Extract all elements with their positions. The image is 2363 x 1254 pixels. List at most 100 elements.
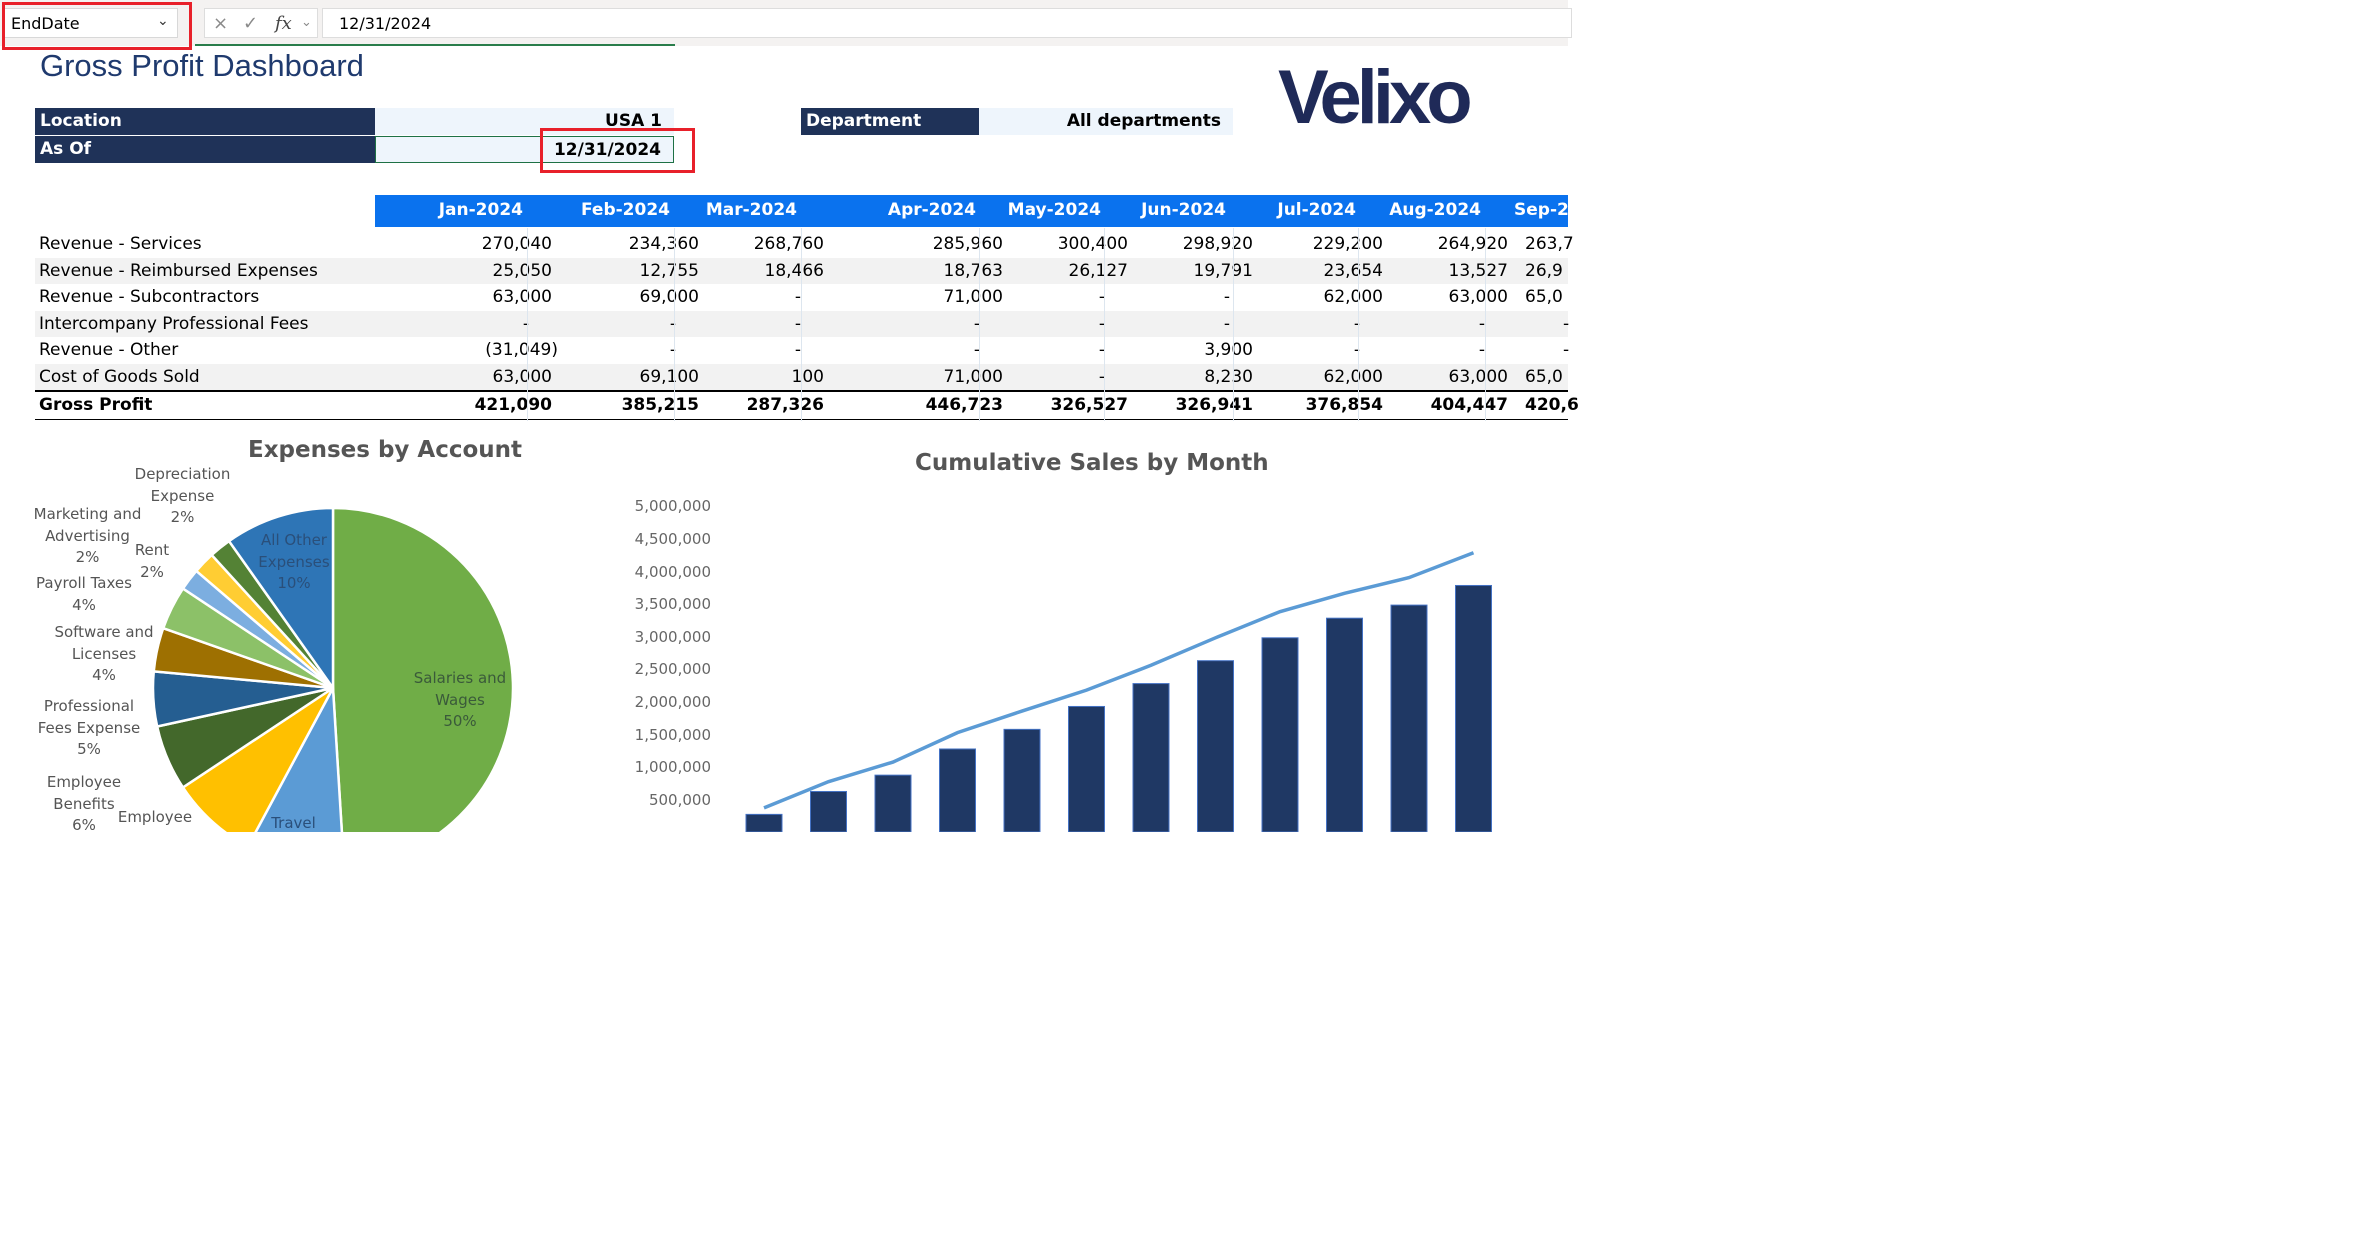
sales-bar[interactable]	[1261, 637, 1299, 832]
table-cell[interactable]: 71,000	[943, 366, 1003, 387]
asof-value-cell[interactable]: 12/31/2024	[375, 136, 674, 163]
table-cell[interactable]: 420,6	[1525, 395, 1579, 415]
cancel-icon[interactable]: ×	[213, 13, 229, 34]
table-cell[interactable]: 65,0	[1525, 366, 1563, 387]
pie-slice-travel[interactable]	[248, 683, 344, 832]
pie-label-line: Software and	[54, 623, 154, 641]
table-cell[interactable]: 26,127	[1068, 260, 1128, 281]
table-cell[interactable]: 19,791	[1193, 260, 1253, 281]
pie-label-line: Employee	[46, 773, 122, 791]
chevron-down-icon[interactable]: ⌄	[157, 13, 169, 29]
pie-slice-all-other-expenses[interactable]	[227, 506, 335, 692]
table-cell[interactable]: 100	[791, 366, 824, 387]
table-cell[interactable]: -	[1098, 340, 1105, 360]
table-cell[interactable]: 71,000	[943, 287, 1003, 307]
pie-chart[interactable]	[0, 470, 620, 832]
table-cell[interactable]: 18,466	[764, 260, 824, 281]
table-cell[interactable]: 26,9	[1525, 260, 1563, 281]
table-cell[interactable]: -	[1353, 340, 1360, 360]
pie-label-line: Payroll Taxes	[36, 574, 132, 592]
table-cell[interactable]: -	[794, 287, 801, 307]
table-cell[interactable]: 23,654	[1323, 260, 1383, 281]
table-cell[interactable]: 25,050	[492, 260, 552, 281]
table-cell[interactable]: -	[794, 313, 801, 334]
table-cell[interactable]: 326,941	[1175, 395, 1253, 415]
pie-label-software: Software and Licenses 4%	[44, 622, 164, 687]
table-cell[interactable]: 300,400	[1057, 234, 1128, 254]
sales-bar[interactable]	[1326, 617, 1363, 832]
table-cell[interactable]: 326,527	[1050, 395, 1128, 415]
sales-bar[interactable]	[1003, 728, 1041, 832]
table-cell[interactable]: -	[1098, 313, 1105, 334]
table-cell[interactable]: 234,360	[628, 234, 699, 254]
table-cell[interactable]: 12,755	[639, 260, 699, 281]
table-cell[interactable]: -	[973, 313, 980, 334]
formula-input[interactable]: 12/31/2024	[322, 8, 1572, 38]
table-cell[interactable]: 65,0	[1525, 287, 1563, 307]
table-cell[interactable]: 298,920	[1182, 234, 1253, 254]
table-cell[interactable]: -	[1223, 313, 1230, 334]
table-cell[interactable]: 63,000	[492, 287, 552, 307]
table-cell[interactable]: 268,760	[753, 234, 824, 254]
table-cell[interactable]: -	[522, 313, 529, 334]
table-cell[interactable]: -	[1223, 287, 1230, 307]
table-cell[interactable]: -	[1478, 313, 1485, 334]
pie-label-line: Travel	[271, 814, 316, 832]
table-cell[interactable]: 229,200	[1312, 234, 1383, 254]
insert-function-icon[interactable]: fx	[275, 13, 292, 34]
sales-bar[interactable]	[939, 748, 976, 832]
table-cell[interactable]: 63,000	[1448, 287, 1508, 307]
table-cell[interactable]: -	[1098, 287, 1105, 307]
sales-bar[interactable]	[1132, 683, 1170, 832]
pie-slice-salaries-and-wages[interactable]	[331, 506, 515, 832]
table-cell[interactable]: 62,000	[1323, 366, 1383, 387]
table-cell[interactable]: -	[1353, 313, 1360, 334]
sales-bar[interactable]	[810, 790, 847, 832]
table-cell[interactable]: 264,920	[1437, 234, 1508, 254]
table-row: Revenue - Services 270,040 234,360 268,7…	[35, 231, 1574, 258]
table-cell[interactable]: -	[1098, 366, 1105, 387]
table-cell[interactable]: 263,7	[1525, 234, 1574, 254]
sales-bar[interactable]	[1068, 705, 1105, 832]
table-cell[interactable]: -	[669, 313, 676, 334]
table-cell[interactable]: 270,040	[481, 234, 552, 254]
table-cell[interactable]: -	[1563, 313, 1570, 334]
table-cell[interactable]: 3,900	[1204, 340, 1253, 360]
pie-label-line: Rent	[134, 541, 170, 559]
pie-label-line: Professional	[43, 697, 135, 715]
table-cell[interactable]: 69,000	[639, 287, 699, 307]
table-cell[interactable]: 63,000	[1448, 366, 1508, 387]
sales-bar[interactable]	[874, 774, 912, 832]
table-cell[interactable]: 63,000	[492, 366, 552, 387]
chevron-down-icon[interactable]: ⌄	[301, 15, 312, 30]
table-cell[interactable]: 62,000	[1323, 287, 1383, 307]
sales-bar[interactable]	[1455, 584, 1492, 832]
table-cell[interactable]: 287,326	[746, 395, 824, 415]
table-cell[interactable]: 13,527	[1448, 260, 1508, 281]
table-cell[interactable]: 421,090	[474, 395, 552, 415]
table-cell[interactable]: (31,049)	[485, 340, 558, 360]
table-cell[interactable]: -	[1563, 340, 1570, 360]
name-box-value: EndDate	[11, 14, 80, 33]
table-cell[interactable]: 69,100	[639, 366, 699, 387]
name-box[interactable]: EndDate ⌄	[4, 8, 178, 38]
table-cell[interactable]: 18,763	[943, 260, 1003, 281]
cumulative-sales-chart[interactable]	[720, 490, 1568, 832]
sales-bar[interactable]	[745, 813, 783, 832]
table-row: Revenue - Other (31,049) - - - - 3,900 -…	[35, 337, 1570, 364]
table-cell[interactable]: -	[669, 340, 676, 360]
table-cell[interactable]: 285,960	[932, 234, 1003, 254]
table-cell[interactable]: -	[794, 340, 801, 360]
department-value[interactable]: All departments	[979, 108, 1233, 135]
sales-bar[interactable]	[1390, 604, 1428, 832]
table-cell[interactable]: 8,230	[1204, 366, 1253, 387]
table-cell[interactable]: -	[1478, 340, 1485, 360]
table-cell[interactable]: -	[973, 340, 980, 360]
table-cell[interactable]: 446,723	[925, 395, 1003, 415]
enter-icon[interactable]: ✓	[243, 13, 259, 34]
table-cell[interactable]: 385,215	[621, 395, 699, 415]
table-cell[interactable]: 376,854	[1305, 395, 1383, 415]
sales-bar[interactable]	[1197, 660, 1234, 832]
table-cell[interactable]: 404,447	[1430, 395, 1508, 415]
pie-label-line: 2%	[75, 548, 100, 566]
